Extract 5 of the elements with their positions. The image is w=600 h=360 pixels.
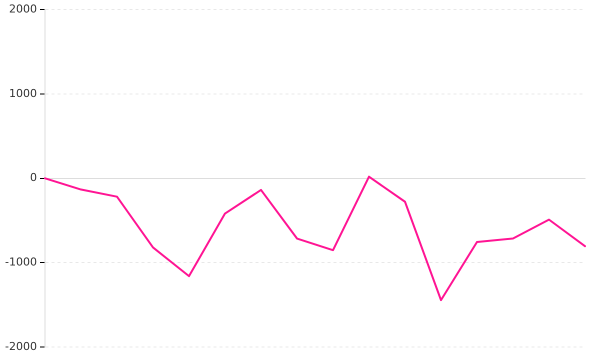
y-tick-label: 0 bbox=[30, 171, 37, 184]
y-tick-label: -1000 bbox=[5, 256, 37, 269]
y-tick-label: 1000 bbox=[9, 86, 37, 100]
y-tick-label: -2000 bbox=[5, 340, 37, 353]
y-tick-label: 2000 bbox=[9, 2, 37, 16]
